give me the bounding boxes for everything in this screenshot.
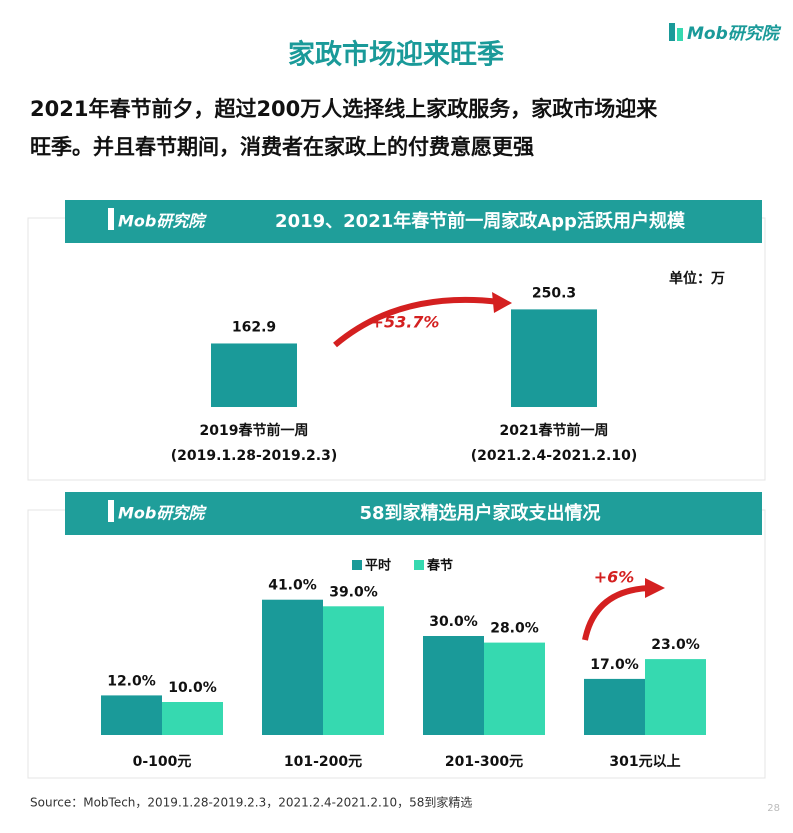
panel — [27, 217, 766, 481]
value-label: 17.0% — [590, 657, 639, 673]
logo-icon — [669, 23, 675, 41]
x-tick-label: 301元以上 — [609, 754, 680, 770]
annotation: +53.7% — [371, 313, 440, 332]
x-tick-sublabel: (2021.2.4-2021.2.10) — [471, 448, 638, 464]
x-tick-sublabel: (2019.1.28-2019.2.3) — [171, 448, 338, 464]
x-tick-label: 2019春节前一周 — [200, 422, 309, 439]
arrow-head — [645, 578, 665, 598]
value-label: 41.0% — [268, 578, 317, 594]
page-number: 28 — [767, 803, 780, 814]
bar — [645, 659, 706, 735]
brand: Mob研究院 — [687, 24, 782, 44]
value-label: 250.3 — [532, 285, 576, 301]
x-tick-label: 201-300元 — [445, 754, 523, 770]
value-label: 23.0% — [651, 637, 700, 653]
x-tick-label: 0-100元 — [133, 754, 192, 770]
brand: Mob研究院 — [118, 212, 207, 231]
bar — [584, 678, 645, 735]
logo-icon — [677, 28, 683, 41]
x-tick-label: 2021春节前一周 — [500, 422, 609, 439]
value-label: 162.9 — [232, 319, 276, 335]
value-label: 39.0% — [329, 584, 378, 600]
bar — [101, 695, 162, 735]
panel-header — [65, 492, 762, 535]
brand: Mob研究院 — [118, 504, 207, 523]
arrow — [333, 296, 501, 348]
annotation: +6% — [594, 568, 635, 587]
chart-title: 58到家精选用户家政支出情况 — [359, 502, 600, 524]
legend-swatch — [352, 560, 362, 570]
bar — [323, 606, 384, 735]
source: Source：MobTech，2019.1.28-2019.2.3，2021.2… — [30, 795, 472, 810]
arrow-head — [492, 292, 512, 313]
logo-icon — [108, 500, 114, 522]
legend-label: 春节 — [426, 558, 453, 574]
bar — [162, 702, 223, 735]
value-label: 10.0% — [168, 680, 217, 696]
bar — [262, 599, 323, 735]
unit-label: 单位：万 — [669, 270, 725, 287]
x-tick-label: 101-200元 — [284, 754, 362, 770]
legend-swatch — [414, 560, 424, 570]
headline: 旺季。并且春节期间，消费者在家政上的付费意愿更强 — [30, 135, 534, 159]
page-title: 家政市场迎来旺季 — [288, 39, 504, 71]
bar — [511, 309, 597, 407]
value-label: 30.0% — [429, 614, 478, 630]
value-label: 28.0% — [490, 621, 539, 637]
logo-icon — [108, 208, 114, 230]
bar — [484, 642, 545, 735]
panel-header — [65, 200, 762, 243]
value-label: 12.0% — [107, 673, 156, 689]
bar — [211, 343, 297, 407]
arrow — [582, 585, 651, 641]
headline: 2021年春节前夕，超过200万人选择线上家政服务，家政市场迎来 — [30, 97, 658, 121]
bar — [423, 636, 484, 735]
legend-label: 平时 — [365, 558, 391, 574]
chart-title: 2019、2021年春节前一周家政App活跃用户规模 — [275, 210, 686, 232]
logo: Mob研究院 — [669, 23, 782, 44]
